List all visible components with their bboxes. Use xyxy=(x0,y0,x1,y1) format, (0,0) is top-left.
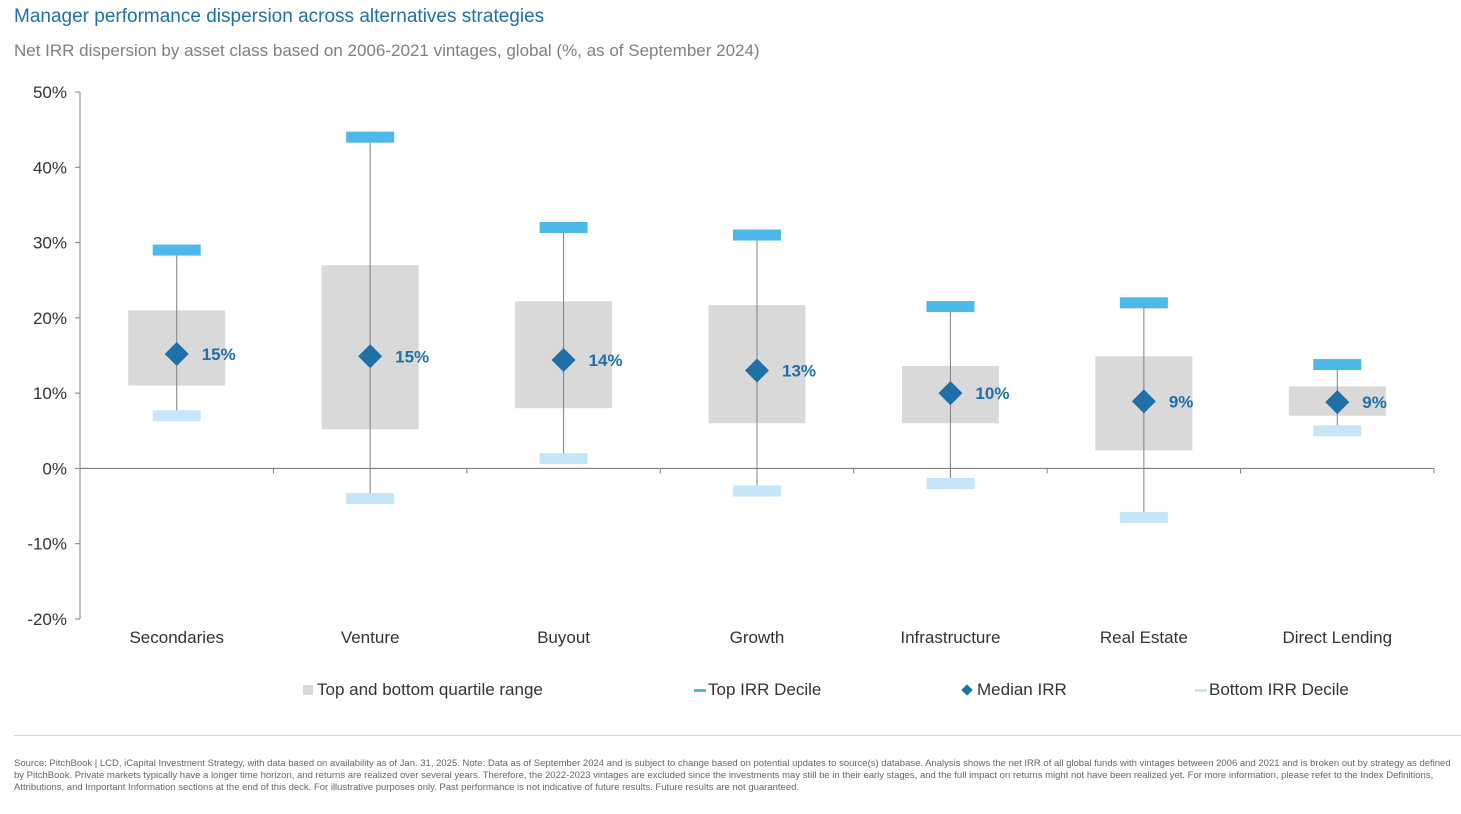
median-label: 15% xyxy=(395,347,429,366)
median-label: 15% xyxy=(202,345,236,364)
bottom-decile-marker xyxy=(346,493,395,505)
median-label: 13% xyxy=(782,362,816,381)
legend-label-median: Median IRR xyxy=(977,680,1067,699)
category-label: Real Estate xyxy=(1100,628,1188,647)
legend-label-top-decile: Top IRR Decile xyxy=(708,680,822,699)
bottom-decile-marker xyxy=(539,453,588,465)
y-tick-label: -10% xyxy=(27,535,67,554)
top-decile-marker xyxy=(733,229,781,241)
source-note: Source: PitchBook | LCD, iCapital Invest… xyxy=(14,758,1451,793)
y-tick-label: 10% xyxy=(33,384,67,403)
median-label: 9% xyxy=(1169,392,1194,411)
category-label: Venture xyxy=(341,628,400,647)
bottom-decile-marker xyxy=(733,485,781,497)
y-tick-label: 50% xyxy=(33,83,67,102)
bottom-decile-marker xyxy=(926,477,975,489)
y-tick-label: 40% xyxy=(33,158,67,177)
top-decile-marker xyxy=(926,301,975,313)
median-marker xyxy=(164,341,189,366)
category-label: Direct Lending xyxy=(1282,628,1392,647)
chart-title: Manager performance dispersion across al… xyxy=(14,6,545,27)
category-label: Buyout xyxy=(537,628,590,647)
legend-swatch-top-decile xyxy=(694,688,706,692)
bottom-decile-marker xyxy=(1119,511,1168,523)
chart-subtitle: Net IRR dispersion by asset class based … xyxy=(14,41,760,60)
median-label: 9% xyxy=(1362,393,1387,412)
legend-swatch-median xyxy=(961,684,973,696)
category-label: Infrastructure xyxy=(900,628,1000,647)
legend-swatch-quartile xyxy=(303,685,313,695)
legend-item-median: Median IRR xyxy=(961,680,1067,700)
legend-swatch-bottom-decile xyxy=(1195,688,1207,692)
top-decile-marker xyxy=(346,131,395,143)
bottom-decile-marker xyxy=(152,410,201,422)
median-marker xyxy=(1325,390,1350,415)
top-decile-marker xyxy=(1313,359,1362,371)
y-tick-label: 30% xyxy=(33,234,67,253)
top-decile-marker xyxy=(539,222,588,234)
legend-label-quartile: Top and bottom quartile range xyxy=(317,680,543,699)
y-tick-label: 20% xyxy=(33,309,67,328)
box-chart: 50% 40% 30% 20% 10% 0% -10% -20% 15% Secondaries 1… xyxy=(27,83,1435,647)
median-label: 10% xyxy=(975,384,1009,403)
median-marker xyxy=(551,348,576,373)
category-label: Secondaries xyxy=(129,628,224,647)
median-marker xyxy=(1131,389,1156,414)
category-label: Growth xyxy=(730,628,785,647)
footer-divider xyxy=(14,735,1461,736)
median-marker xyxy=(745,358,769,383)
legend-label-bottom-decile: Bottom IRR Decile xyxy=(1209,680,1349,699)
median-label: 14% xyxy=(589,351,623,370)
median-marker xyxy=(938,381,963,406)
y-tick-label: 0% xyxy=(42,459,67,478)
top-decile-marker xyxy=(152,244,201,256)
legend-item-top-decile: Top IRR Decile xyxy=(694,680,821,700)
median-marker xyxy=(358,344,383,369)
top-decile-marker xyxy=(1119,297,1168,309)
y-tick-label: -20% xyxy=(27,610,67,629)
legend-item-bottom-decile: Bottom IRR Decile xyxy=(1195,680,1349,700)
legend-item-quartile: Top and bottom quartile range xyxy=(303,680,543,700)
bottom-decile-marker xyxy=(1313,425,1362,437)
chart-legend: Top and bottom quartile range Top IRR De… xyxy=(0,680,1461,704)
